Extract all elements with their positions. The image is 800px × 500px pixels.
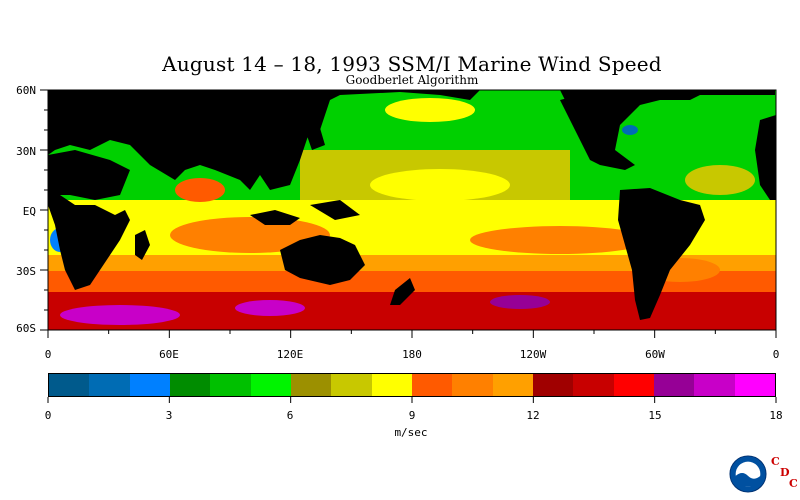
colorbar-segment: [492, 374, 533, 396]
noaa-logo-text: NOAA: [740, 467, 758, 473]
north-africa-land: [48, 150, 130, 200]
lon-label-180: 180: [402, 348, 422, 361]
map-title: August 14 – 18, 1993 SSM/I Marine Wind S…: [162, 52, 662, 76]
west-africa-edge-land: [755, 115, 776, 200]
wind-max-patch: [60, 305, 180, 325]
colorbar-segment: [49, 374, 90, 396]
colorbar-label-6: 6: [286, 409, 294, 422]
colorbar-segment: [653, 374, 695, 396]
land-masses: [48, 90, 776, 320]
new-guinea-land: [310, 200, 360, 220]
indonesia-land: [250, 210, 300, 225]
australia-land: [280, 235, 365, 285]
colorbar-segment: [169, 374, 211, 396]
indian-ocean-trades: [170, 217, 330, 253]
arabian-sea-monsoon: [175, 178, 225, 202]
lon-label-0: 0: [44, 348, 52, 361]
madagascar-land: [135, 230, 150, 260]
colorbar-unit: m/sec: [394, 426, 428, 439]
new-zealand-land: [390, 278, 415, 305]
colorbar-label-3: 3: [165, 409, 173, 422]
lat-label-30s: 30S: [16, 265, 36, 278]
colorbar-segment: [613, 374, 654, 396]
lat-label-30n: 30N: [16, 145, 36, 158]
noaa-logo: NOAA: [729, 455, 767, 493]
lon-label-120w: 120W: [519, 348, 547, 361]
japan-land: [305, 128, 325, 150]
wind-max-patch: [490, 295, 550, 309]
map-subtitle: Goodberlet Algorithm: [345, 73, 479, 87]
lat-label-60s: 60S: [16, 322, 36, 335]
cdc-letter-c2: C: [789, 477, 798, 490]
lat-label-60n: 60N: [16, 84, 36, 97]
cdc-letter-c1: C: [771, 455, 780, 468]
colorbar-label-0: 0: [44, 409, 52, 422]
lon-label-60e: 60E: [159, 348, 179, 361]
lon-label-0-east: 0: [772, 348, 780, 361]
north-atlantic-mid: [685, 165, 755, 195]
colorbar-segment: [129, 374, 170, 396]
south-america-land: [618, 188, 705, 320]
eurasia-land: [48, 90, 775, 190]
colorbar-ticks: [47, 397, 777, 403]
colorbar-segment: [250, 374, 291, 396]
north-pacific-trades: [370, 169, 510, 201]
africa-land: [48, 195, 130, 290]
southern-low-band: [48, 255, 776, 271]
lon-label-120e: 120E: [276, 348, 304, 361]
colorbar-segment: [734, 374, 775, 396]
colorbar-label-12: 12: [526, 409, 540, 422]
colorbar-segment: [89, 374, 130, 396]
pacific-trades: [470, 226, 650, 254]
southern-mid-band: [48, 270, 776, 292]
colorbar-label-9: 9: [408, 409, 416, 422]
colorbar-segment: [411, 374, 453, 396]
colorbar-segment: [371, 374, 412, 396]
wind-max-patch: [235, 300, 305, 316]
colorbar-segment: [694, 374, 735, 396]
map-ticks: [40, 89, 777, 338]
colorbar-segment: [331, 374, 372, 396]
north-pacific-high: [385, 98, 475, 122]
colorbar-segment: [452, 374, 493, 396]
wind-speed-map: [40, 89, 777, 338]
calm-patch: [622, 125, 638, 135]
lon-label-60w: 60W: [645, 348, 665, 361]
lat-label-eq: EQ: [22, 205, 36, 218]
wind-speed-colorbar: [48, 373, 776, 397]
north-america-land: [560, 90, 660, 170]
colorbar-label-15: 15: [648, 409, 662, 422]
cdc-letter-d: D: [780, 466, 790, 479]
colorbar-segment: [532, 374, 574, 396]
colorbar-label-18: 18: [769, 409, 783, 422]
colorbar-segment: [210, 374, 251, 396]
colorbar-segment: [290, 374, 332, 396]
colorbar-segment: [573, 374, 614, 396]
